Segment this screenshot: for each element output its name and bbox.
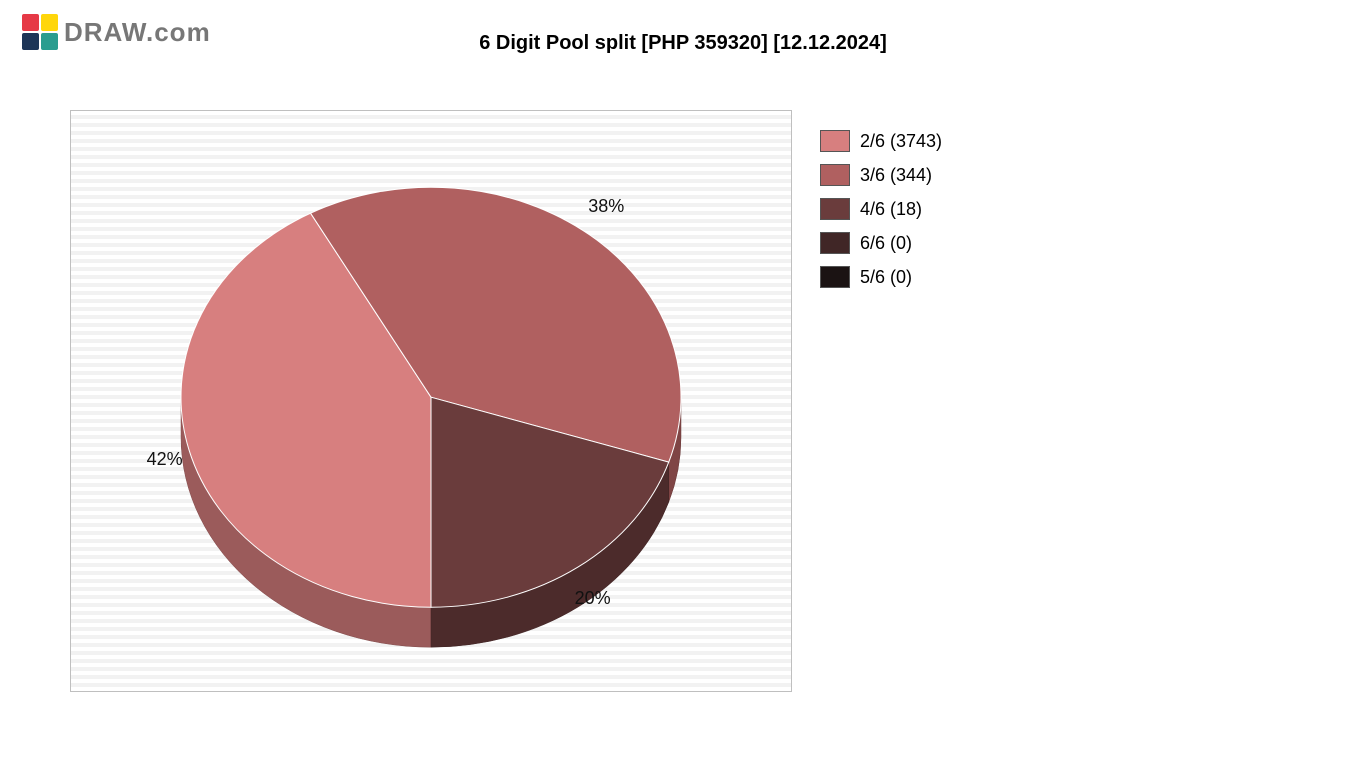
legend-label: 4/6 (18) bbox=[860, 199, 922, 220]
legend-item: 2/6 (3743) bbox=[820, 130, 942, 152]
legend-swatch bbox=[820, 164, 850, 186]
slice-percent-label: 38% bbox=[588, 196, 624, 217]
legend-label: 5/6 (0) bbox=[860, 267, 912, 288]
legend-item: 4/6 (18) bbox=[820, 198, 942, 220]
page-title: 6 Digit Pool split [PHP 359320] [12.12.2… bbox=[20, 32, 1346, 55]
pie-chart bbox=[111, 132, 751, 692]
legend-swatch bbox=[820, 232, 850, 254]
legend-item: 6/6 (0) bbox=[820, 232, 942, 254]
legend-label: 6/6 (0) bbox=[860, 233, 912, 254]
legend-item: 3/6 (344) bbox=[820, 164, 942, 186]
slice-percent-label: 20% bbox=[575, 588, 611, 609]
legend-swatch bbox=[820, 198, 850, 220]
slice-percent-label: 42% bbox=[147, 449, 183, 470]
legend-swatch bbox=[820, 266, 850, 288]
header: DRAW.com 6 Digit Pool split [PHP 359320]… bbox=[20, 12, 1346, 62]
legend-swatch bbox=[820, 130, 850, 152]
legend-label: 2/6 (3743) bbox=[860, 131, 942, 152]
chart-frame: 42% 38% 20% bbox=[70, 110, 792, 692]
legend: 2/6 (3743) 3/6 (344) 4/6 (18) 6/6 (0) 5/6 (0… bbox=[820, 130, 942, 300]
legend-label: 3/6 (344) bbox=[860, 165, 932, 186]
legend-item: 5/6 (0) bbox=[820, 266, 942, 288]
